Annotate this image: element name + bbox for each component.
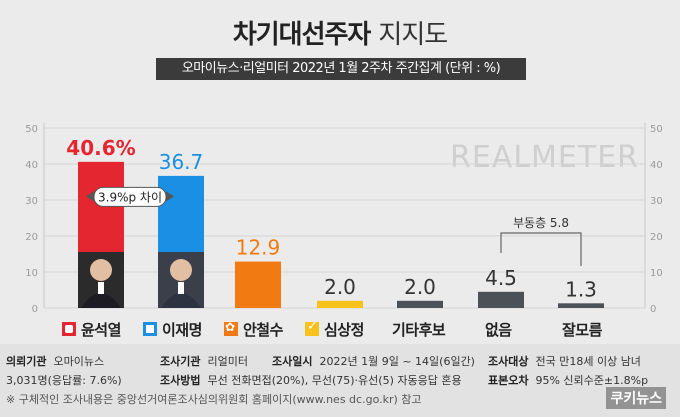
legend-item-sim: 심상정: [305, 316, 364, 342]
portrait-shirt: [98, 282, 104, 294]
legend-item-unknown: 잘모름: [562, 316, 602, 342]
portrait-suit: [161, 293, 201, 308]
y-tick-label-right: 10: [650, 268, 663, 279]
legend: 윤석열 이재명 안철수 심상정 기타후보 없음 잘모름: [0, 316, 680, 342]
legend-item-yoon: 윤석열: [62, 316, 121, 342]
footer-agency: 의뢰기관 오마이뉴스: [6, 355, 105, 368]
bar-5: [478, 291, 524, 308]
y-tick-label-left: 0: [32, 304, 38, 315]
y-tick-label-left: 10: [25, 268, 38, 279]
footer-sample: 3,031명(응답률: 7.6%): [6, 374, 122, 387]
survey-footer: 의뢰기관 오마이뉴스 조사기관 리얼미터 조사일시 2022년 1월 9일 ~ …: [0, 344, 680, 417]
orange-flower-icon: [224, 320, 238, 336]
yellow-check-icon: [305, 319, 319, 336]
legend-item-none: 없음: [485, 316, 512, 342]
data-label-4: 2.0: [404, 275, 436, 299]
brand-logo: 쿠키뉴스: [606, 387, 666, 409]
data-label-3: 2.0: [324, 275, 356, 299]
bar-2: [235, 261, 281, 308]
legend-label: 잘모름: [562, 320, 602, 339]
y-tick-label-left: 50: [25, 124, 38, 135]
y-tick-label-right: 0: [650, 304, 656, 315]
y-tick-label-right: 50: [650, 124, 663, 135]
bar-3: [317, 300, 363, 308]
data-label-6: 1.3: [565, 277, 597, 301]
footer-note: ※ 구체적인 조사내용은 중앙선거여론조사심의위원회 홈페이지(www.nes …: [6, 393, 422, 406]
footer-method: 조사방법 무선 전화면접(20%), 무선(75)·유선(5) 자동응답 혼용: [160, 374, 462, 387]
legend-label: 윤석열: [81, 320, 121, 339]
portrait-shirt: [178, 282, 184, 294]
y-tick-label-left: 30: [25, 196, 38, 207]
undecided-bracket: [500, 232, 582, 266]
data-label-1: 36.7: [159, 150, 204, 174]
y-tick-label-right: 30: [650, 196, 663, 207]
y-tick-label-left: 40: [25, 160, 38, 171]
legend-label: 심상정: [324, 320, 364, 339]
undecided-annotation-text: 부동층 5.8: [513, 216, 569, 230]
gap-annotation-text: 3.9%p 차이: [98, 190, 162, 204]
y-tick-label-right: 40: [650, 160, 663, 171]
data-label-5: 4.5: [485, 266, 517, 290]
portrait-suit: [81, 293, 121, 308]
y-tick-label-left: 20: [25, 232, 38, 243]
title-sub: 지지도: [378, 20, 448, 50]
legend-item-ahn: 안철수: [224, 316, 283, 342]
portrait-face: [170, 259, 192, 281]
footer-error: 표본오차 95% 신뢰수준±1.8%p: [488, 374, 649, 387]
footer-date: 조사일시 2022년 1월 9일 ~ 14일(6일간): [272, 355, 475, 368]
gap-arrow-right: [166, 191, 174, 202]
legend-label: 안철수: [243, 320, 283, 339]
watermark: REALMETER: [450, 140, 639, 175]
subtitle-bar: 오마이뉴스·리얼미터 2022년 1월 2주차 주간집계 (단위 : %): [156, 58, 526, 80]
legend-label: 이재명: [162, 320, 202, 339]
footer-target: 조사대상 전국 만18세 이상 남녀: [488, 355, 641, 368]
gap-arrow-left: [86, 191, 94, 202]
title-main: 차기대선주자: [232, 20, 372, 50]
page-title: 차기대선주자 지지도: [0, 14, 680, 51]
y-tick-label-right: 20: [650, 232, 663, 243]
portrait-face: [90, 259, 112, 281]
red-square-icon: [62, 322, 76, 336]
legend-item-others: 기타후보: [392, 316, 446, 342]
bar-4: [397, 300, 443, 308]
blue-square-icon: [143, 322, 157, 336]
legend-label: 없음: [485, 320, 512, 339]
footer-org: 조사기관 리얼미터: [160, 355, 248, 368]
data-label-0: 40.6%: [66, 136, 135, 160]
legend-label: 기타후보: [392, 320, 446, 339]
legend-item-lee: 이재명: [143, 316, 202, 342]
bar-6: [558, 303, 604, 308]
data-label-2: 12.9: [236, 236, 281, 260]
